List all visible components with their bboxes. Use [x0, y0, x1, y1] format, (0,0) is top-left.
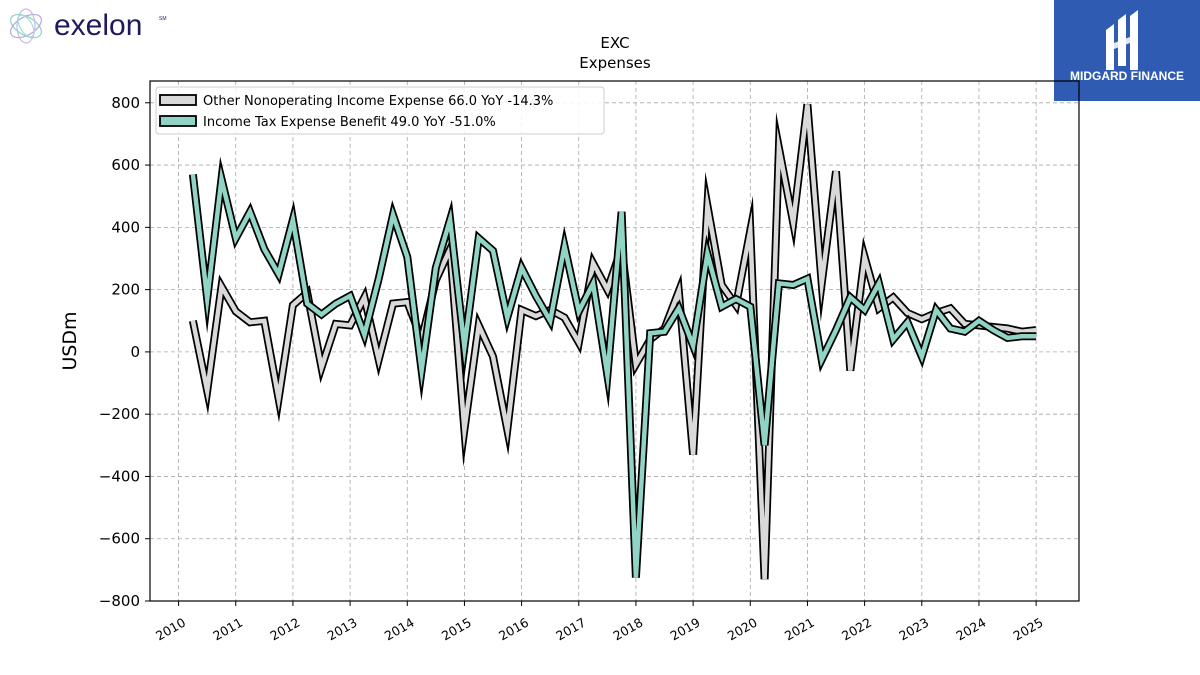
y-tick-label: −800: [99, 592, 140, 610]
midgard-finance-logo: MIDGARD FINANCE: [1054, 0, 1200, 101]
y-tick-label: 400: [111, 218, 140, 236]
x-tick-label: 2010: [153, 615, 188, 644]
x-tick-label: 2022: [839, 615, 874, 644]
x-tick-label: 2014: [382, 615, 417, 644]
x-tick-label: 2020: [725, 615, 760, 644]
chart-title: EXC: [600, 34, 629, 52]
midgard-wordmark: MIDGARD FINANCE: [1070, 69, 1184, 83]
x-tick-label: 2013: [325, 615, 360, 644]
y-axis-ticks: −800 −600 −400 −200 0 200 400 600 800: [99, 94, 150, 610]
legend-label: Other Nonoperating Income Expense 66.0 Y…: [203, 94, 553, 109]
y-tick-label: 800: [111, 94, 140, 112]
chart-subtitle: Expenses: [579, 54, 651, 72]
series-line-other-nonoperating-outline: [188, 103, 1037, 580]
exelon-logo: exelon SM: [10, 8, 167, 44]
legend-box: [155, 86, 605, 135]
x-tick-label: 2012: [267, 615, 302, 644]
x-tick-label: 2015: [439, 615, 474, 644]
plot-frame: [149, 80, 1080, 602]
exelon-service-mark: SM: [159, 16, 167, 22]
x-tick-label: 2025: [1011, 615, 1046, 644]
x-tick-label: 2023: [896, 615, 931, 644]
exelon-logo-mark: [10, 8, 42, 44]
x-tick-label: 2011: [210, 615, 245, 644]
x-tick-label: 2021: [782, 615, 817, 644]
y-tick-label: 600: [111, 156, 140, 174]
y-axis-label: USDm: [59, 311, 81, 370]
x-tick-label: 2017: [553, 615, 588, 644]
midgard-monogram-icon: [1106, 10, 1138, 70]
exelon-wordmark: exelon: [54, 9, 142, 42]
legend-swatch: [159, 94, 197, 106]
y-tick-label: 0: [130, 343, 140, 361]
y-tick-label: −200: [99, 405, 140, 423]
series-lines: [188, 103, 1037, 580]
y-tick-label: −400: [99, 467, 140, 485]
x-tick-label: 2018: [610, 615, 645, 644]
legend-label: Income Tax Expense Benefit 49.0 YoY -51.…: [203, 115, 496, 130]
x-tick-label: 2016: [496, 615, 531, 644]
series-line-income-tax: [190, 166, 1037, 578]
x-tick-label: 2024: [953, 615, 988, 644]
y-tick-label: 200: [111, 281, 140, 299]
x-tick-label: 2019: [668, 615, 703, 644]
y-tick-label: −600: [99, 530, 140, 548]
x-axis-ticks: 2010 2011 2012 2013 2014 2015 2016 2017 2018 2019…: [153, 601, 1046, 644]
legend-swatch: [159, 115, 197, 127]
legend: Other Nonoperating Income Expense 66.0 Y…: [155, 86, 605, 135]
